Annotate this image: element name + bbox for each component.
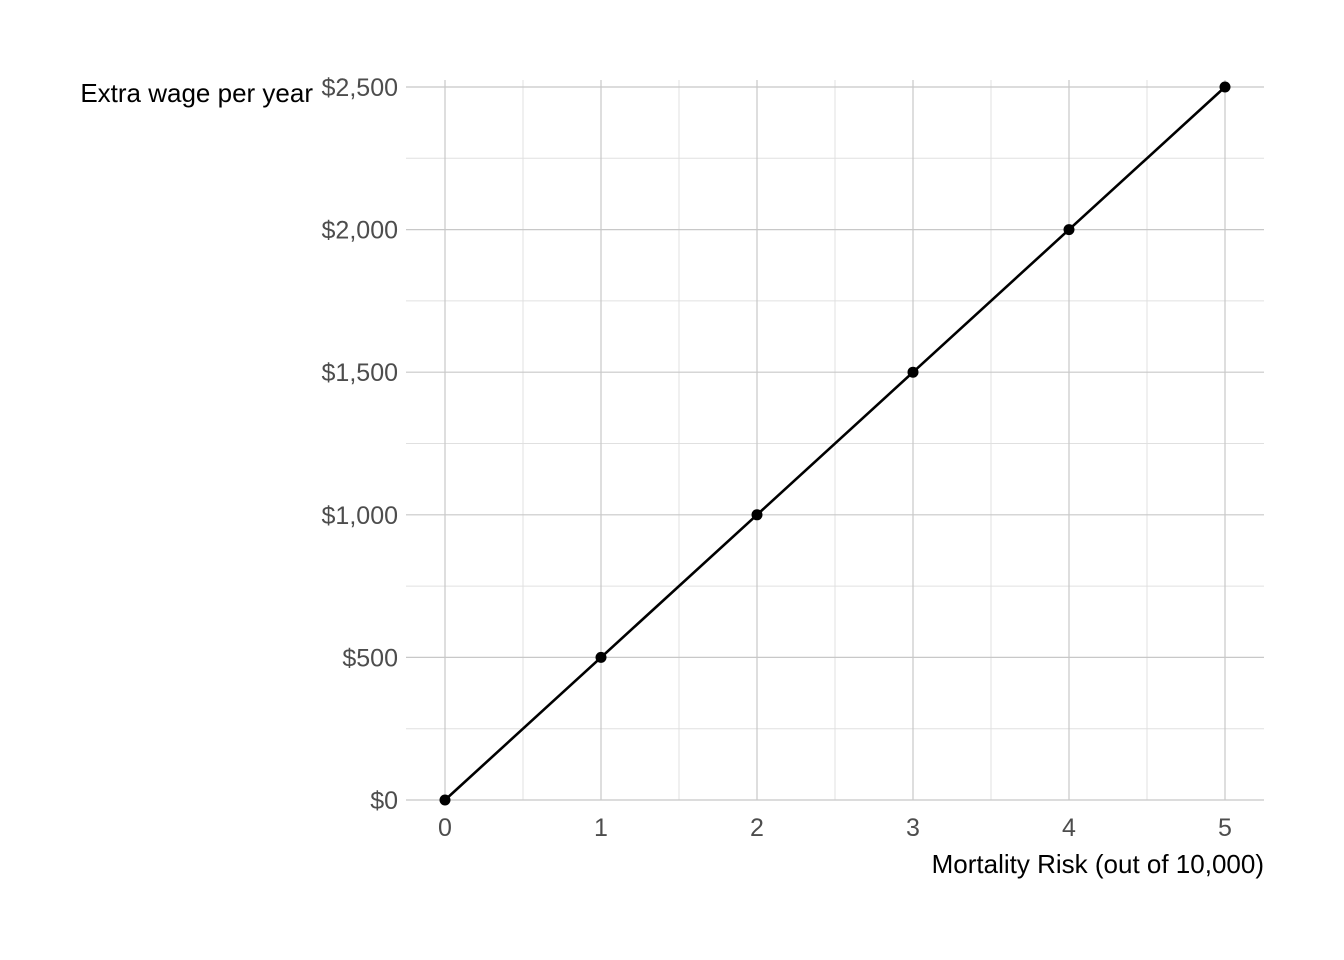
y-tick-label: $0 [370, 787, 398, 815]
x-tick-label: 5 [1218, 814, 1232, 842]
x-tick-label: 0 [438, 814, 452, 842]
series-line [444, 86, 1226, 801]
y-tick-label: $500 [342, 644, 398, 672]
y-axis-title: Extra wage per year [80, 78, 313, 108]
x-tick-label: 1 [594, 814, 608, 842]
data-point [1063, 224, 1075, 236]
y-tick-label: $1,500 [322, 359, 398, 387]
x-tick-label: 2 [750, 814, 764, 842]
minor-gridlines [406, 80, 1264, 800]
major-gridlines [406, 80, 1264, 801]
data-point [1219, 81, 1231, 93]
x-axis-title: Mortality Risk (out of 10,000) [932, 849, 1264, 879]
data-point [439, 794, 451, 806]
x-tick-label: 4 [1062, 814, 1076, 842]
x-tick-label: 3 [906, 814, 920, 842]
x-axis-tick-labels: 0 1 2 3 4 5 [438, 814, 1232, 842]
y-tick-label: $1,000 [322, 502, 398, 530]
y-tick-label: $2,500 [322, 74, 398, 102]
y-tick-label: $2,000 [322, 217, 398, 245]
data-point [907, 366, 919, 378]
series-layer [439, 81, 1231, 806]
data-point [751, 509, 763, 521]
data-point [595, 651, 607, 663]
y-axis-tick-labels: $0 $500 $1,000 $1,500 $2,000 $2,500 [322, 74, 398, 815]
